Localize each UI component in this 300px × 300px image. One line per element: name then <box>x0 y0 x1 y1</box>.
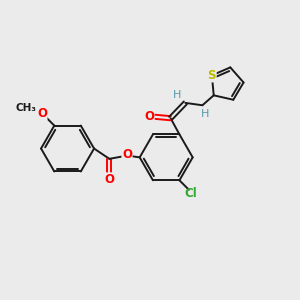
Text: Cl: Cl <box>184 187 197 200</box>
Text: O: O <box>144 110 154 123</box>
Text: O: O <box>37 107 47 120</box>
Text: H: H <box>173 90 181 100</box>
Text: H: H <box>201 109 209 119</box>
Text: CH₃: CH₃ <box>16 103 37 113</box>
Text: O: O <box>104 173 114 186</box>
Text: O: O <box>122 148 132 161</box>
Text: S: S <box>208 69 216 82</box>
